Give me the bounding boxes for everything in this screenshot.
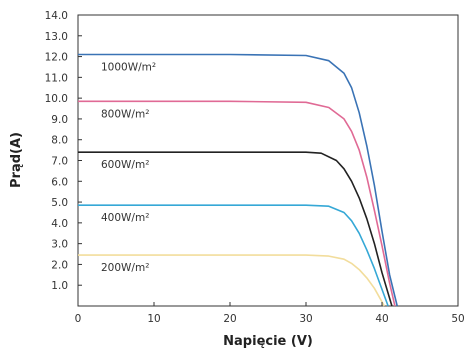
x-tick-label: 40 (375, 313, 388, 325)
series-labels: 1000W/m² 800W/m² 600W/m² 400W/m² 200W/m² (101, 61, 156, 274)
series-line (78, 204, 389, 307)
series-label: 600W/m² (101, 159, 149, 171)
x-tick-label: 0 (75, 313, 82, 325)
series-line (78, 151, 393, 307)
y-tick-label: 11.0 (45, 72, 68, 84)
y-tick-label: 10.0 (45, 93, 68, 105)
y-tick-label: 8.0 (51, 135, 68, 147)
series-label: 200W/m² (101, 262, 149, 274)
y-axis-ticks: 1.0 2.0 3.0 4.0 5.0 6.0 7.0 8.0 9.0 10.0 11.0 12.0 1… (45, 10, 82, 292)
series-line (78, 254, 385, 307)
y-tick-label: 12.0 (45, 52, 68, 64)
series-label: 1000W/m² (101, 61, 156, 73)
x-tick-label: 50 (451, 313, 464, 325)
y-tick-label: 14.0 (45, 10, 68, 22)
x-axis-ticks: 0 10 20 30 40 50 (75, 302, 465, 325)
y-tick-label: 4.0 (51, 218, 68, 230)
y-tick-label: 3.0 (51, 239, 68, 251)
y-axis-title: Prąd(A) (9, 132, 24, 188)
x-axis-title: Napięcie (V) (223, 334, 313, 349)
y-tick-label: 7.0 (51, 156, 68, 168)
y-tick-label: 2.0 (51, 259, 68, 271)
x-tick-label: 20 (223, 313, 236, 325)
y-tick-label: 5.0 (51, 197, 68, 209)
x-tick-label: 10 (147, 313, 160, 325)
series-line (78, 100, 396, 307)
y-tick-label: 1.0 (51, 280, 68, 292)
series-lines (78, 53, 398, 307)
y-tick-label: 6.0 (51, 176, 68, 188)
y-tick-label: 13.0 (45, 31, 68, 43)
plot-area (77, 14, 459, 307)
series-line (78, 53, 398, 307)
series-label: 800W/m² (101, 108, 149, 120)
x-tick-label: 30 (299, 313, 312, 325)
series-label: 400W/m² (101, 212, 149, 224)
y-tick-label: 9.0 (51, 114, 68, 126)
